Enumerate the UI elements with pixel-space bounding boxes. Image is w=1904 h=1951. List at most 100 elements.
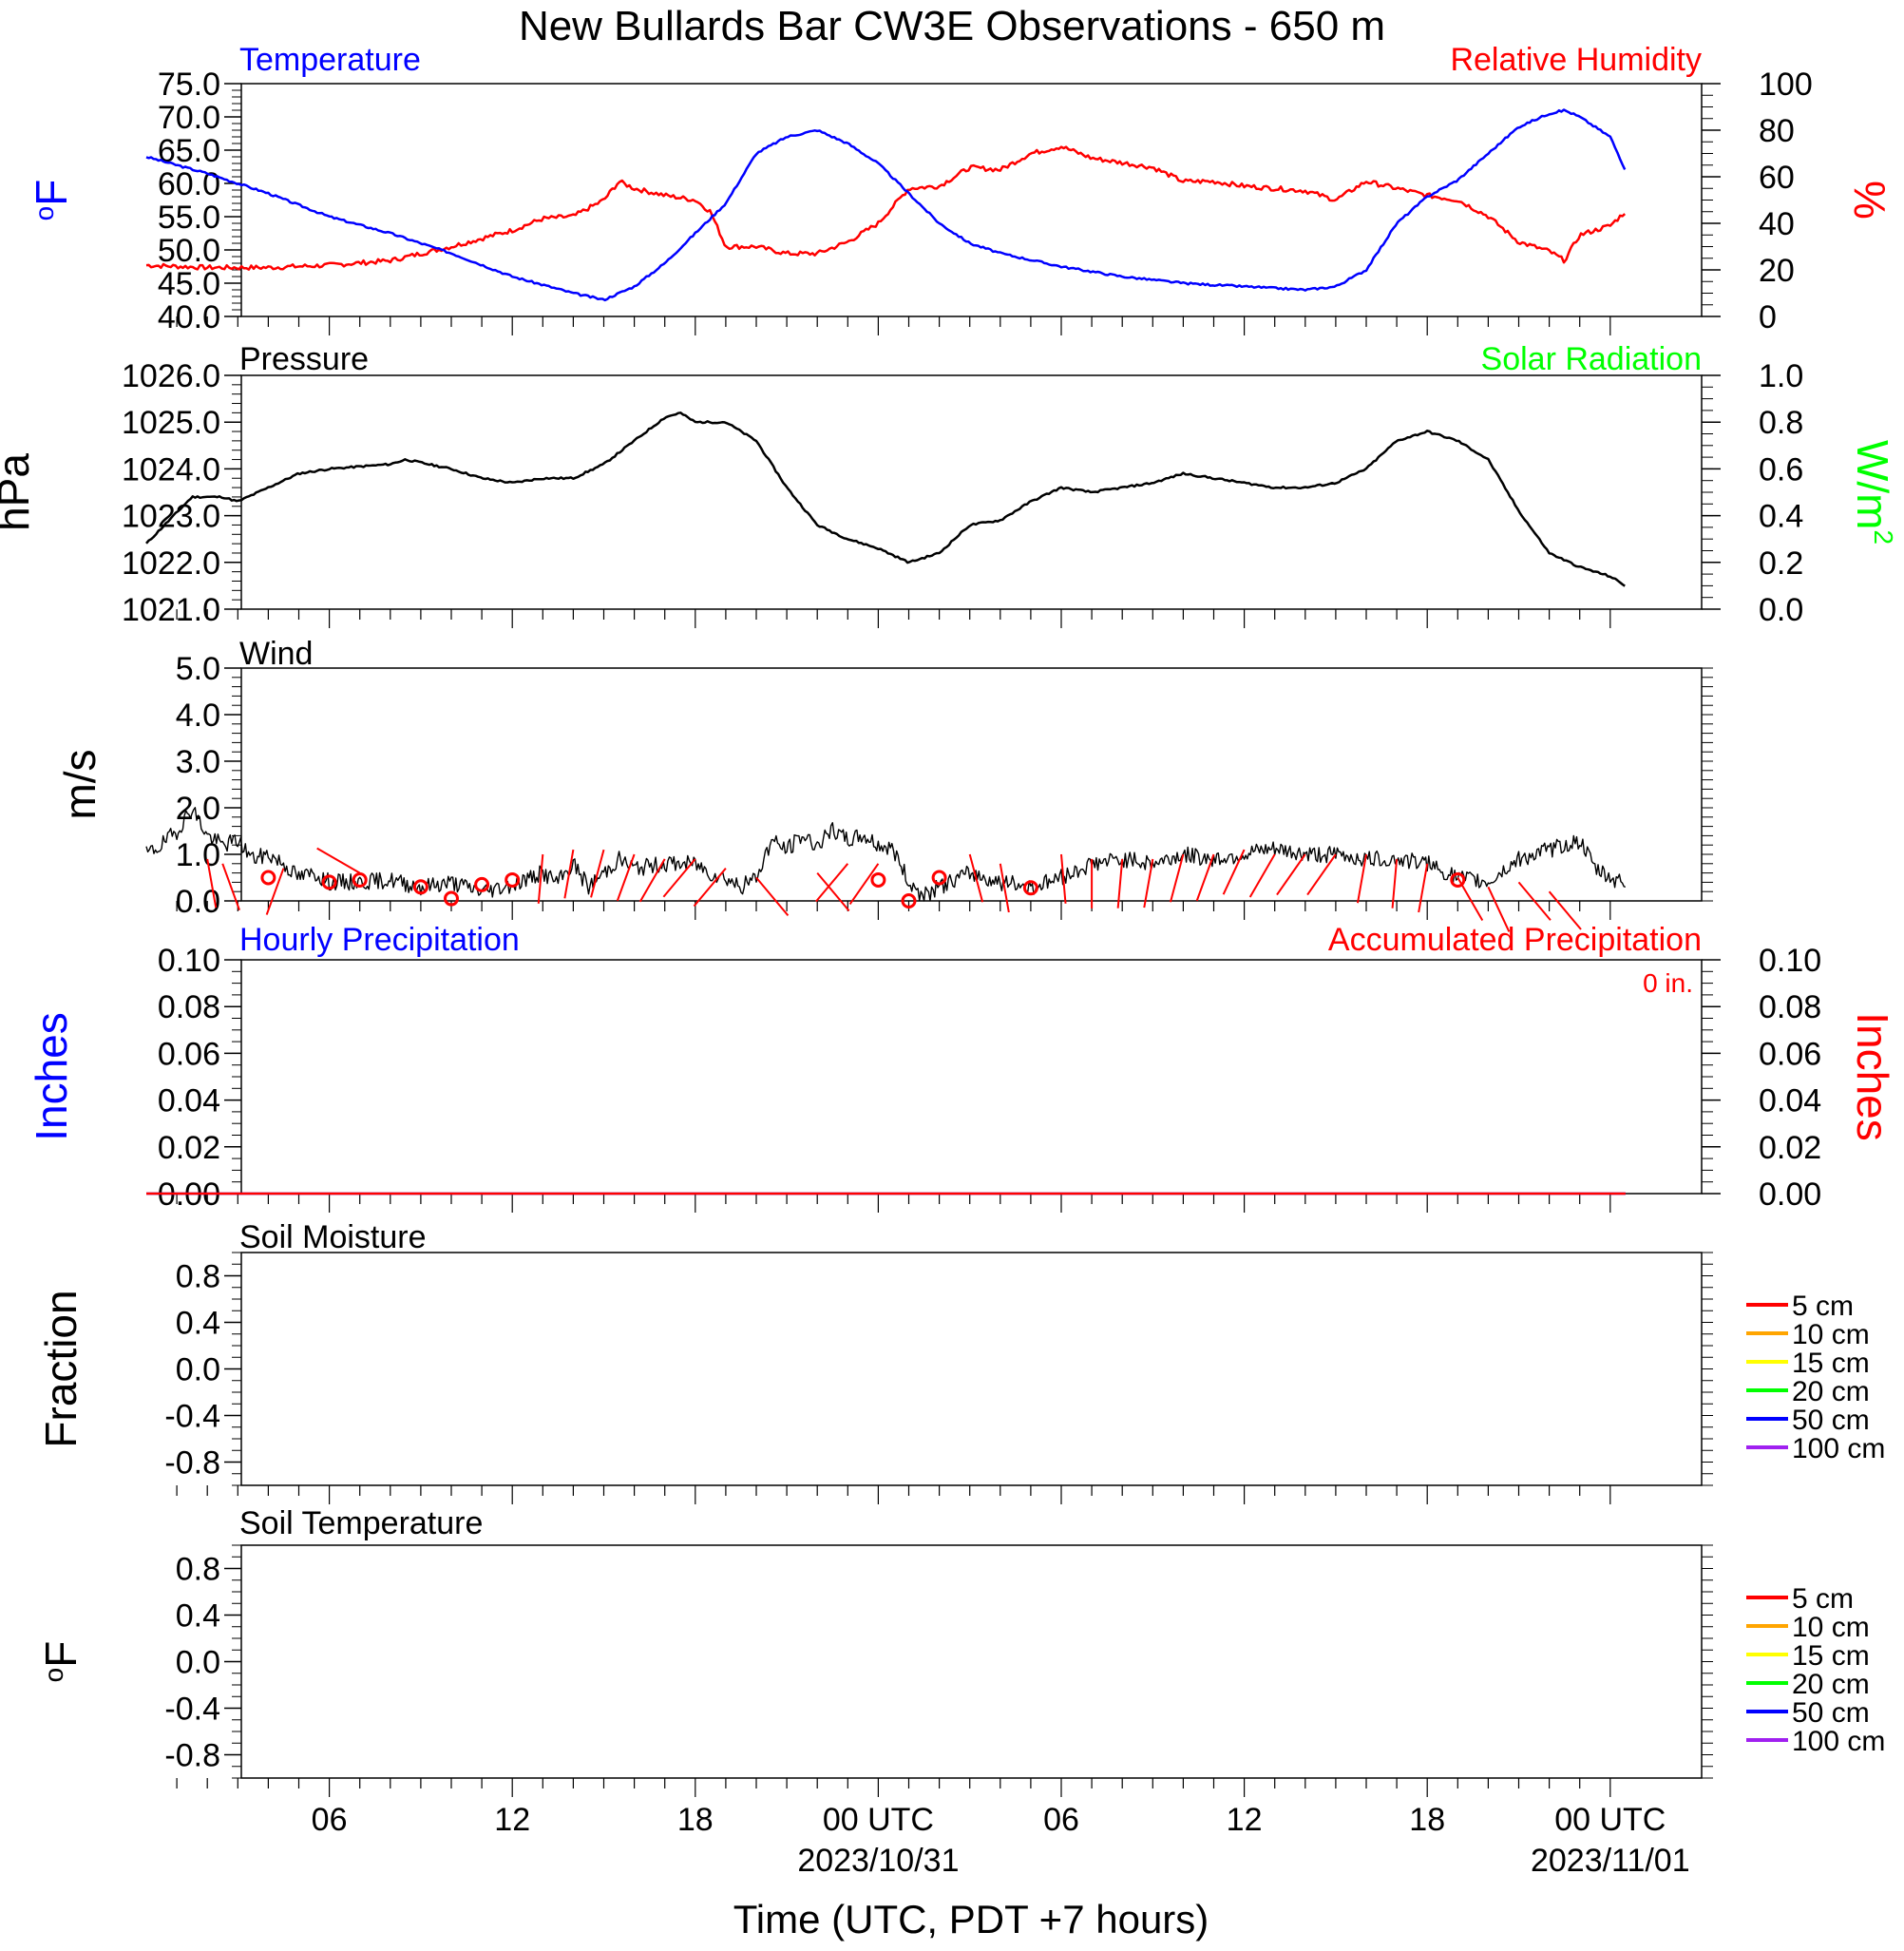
temperature-panel-title: Temperature xyxy=(239,42,421,78)
right-tick-label: 0.2 xyxy=(1759,545,1803,582)
left-unit-label: hPa xyxy=(0,453,38,531)
wind-speed-line xyxy=(145,807,1627,902)
right-tick-label: 60 xyxy=(1759,160,1795,196)
soil-temperature-title: Soil Temperature xyxy=(239,1505,483,1541)
wind-barb xyxy=(968,853,984,903)
right-tick-label: 0.0 xyxy=(1759,592,1803,628)
wind-barb xyxy=(1116,858,1124,909)
unit-letter: F xyxy=(36,1641,86,1668)
left-tick-label: 4.0 xyxy=(176,698,220,734)
x-tick-label: 12 xyxy=(1227,1802,1263,1838)
right-tick-label: 0.4 xyxy=(1759,499,1803,535)
left-tick-label: 0.0 xyxy=(176,1645,220,1681)
wind-barb xyxy=(1276,853,1306,896)
legend-label: 50 cm xyxy=(1792,1697,1870,1729)
x-tick-label: 18 xyxy=(1409,1802,1445,1838)
calm-wind-circle xyxy=(474,876,490,892)
right-unit-label: W/m2 xyxy=(1848,440,1898,545)
legend-label: 50 cm xyxy=(1792,1405,1870,1436)
right-tick-label: 0 xyxy=(1759,299,1777,335)
left-tick-label: 75.0 xyxy=(158,67,220,103)
calm-wind-circle xyxy=(1022,880,1038,896)
wind-barb xyxy=(316,847,361,874)
left-unit-label: Fraction xyxy=(36,1290,86,1447)
wind-barb xyxy=(693,868,727,908)
plot-frame xyxy=(240,1544,1703,1779)
humidity-panel-title: Relative Humidity xyxy=(1450,42,1702,78)
left-tick-label: 70.0 xyxy=(158,100,220,136)
pressure-solar-panel: Pressure Solar Radiation 1021.0 1022.0 102… xyxy=(0,341,1898,628)
right-tick-label: 0.10 xyxy=(1759,943,1821,979)
solar-panel-title: Solar Radiation xyxy=(1481,341,1702,377)
unit-letter: F xyxy=(27,180,76,206)
left-tick-label: 0.02 xyxy=(158,1130,220,1166)
left-tick-label: 0.4 xyxy=(176,1598,220,1635)
wind-barb xyxy=(662,858,696,898)
right-tick-label: 1.0 xyxy=(1759,358,1803,394)
soil-moisture-panel: Soil Moisture -0.8 -0.4 0.0 0.4 0.8 Fraction 5… xyxy=(36,1219,1885,1504)
relative-humidity-line xyxy=(145,145,1627,271)
left-tick-label: -0.8 xyxy=(164,1738,220,1774)
left-tick-label: 0.0 xyxy=(176,884,220,920)
calm-wind-circle xyxy=(870,871,886,888)
pressure-panel-title: Pressure xyxy=(239,341,369,377)
wind-barb xyxy=(1356,853,1367,904)
calm-wind-circle xyxy=(931,870,947,886)
wind-barb xyxy=(1169,853,1185,903)
wind-barb xyxy=(1418,863,1429,913)
left-tick-label: 40.0 xyxy=(158,299,220,335)
x-date-label: 2023/11/01 xyxy=(1531,1843,1690,1879)
left-unit-label: Inches xyxy=(27,1012,76,1141)
wind-barb xyxy=(563,849,575,899)
calm-wind-circle xyxy=(505,871,521,888)
wind-barb xyxy=(1248,853,1276,898)
soil-temperature-panel: Soil Temperature -0.8 -0.4 0.0 0.4 0.8 oF 5 cm… xyxy=(36,1505,1885,1797)
plot-frame xyxy=(240,83,1703,317)
wind-barb xyxy=(999,863,1010,913)
degree-sup: o xyxy=(39,1668,68,1683)
wind-barb xyxy=(1143,858,1154,909)
x-date-label: 2023/10/31 xyxy=(797,1843,959,1879)
wind-barb xyxy=(1487,886,1511,932)
legend-label: 10 cm xyxy=(1792,1612,1870,1643)
left-unit-label: oF xyxy=(36,1641,86,1683)
legend-label: 5 cm xyxy=(1792,1583,1854,1615)
calm-wind-circle xyxy=(352,871,368,888)
right-tick-label: 0.6 xyxy=(1759,451,1803,488)
x-tick-label: 00 UTC xyxy=(823,1802,934,1838)
wind-barb xyxy=(1195,853,1215,902)
x-tick-label: 12 xyxy=(494,1802,530,1838)
left-tick-label: 1022.0 xyxy=(122,545,220,582)
temperature-line xyxy=(145,108,1627,302)
left-tick-label: 0.8 xyxy=(176,1259,220,1295)
precipitation-panel: Hourly Precipitation Accumulated Precipi… xyxy=(27,922,1897,1213)
left-tick-label: 0.0 xyxy=(176,1352,220,1388)
left-tick-label: 50.0 xyxy=(158,233,220,269)
unit-base: W/m xyxy=(1848,440,1897,530)
temperature-humidity-panel: Temperature Relative Humidity 40.045.050… xyxy=(27,42,1894,335)
wind-panel-title: Wind xyxy=(239,636,313,672)
left-tick-label: 1026.0 xyxy=(122,358,220,394)
wind-barb xyxy=(616,853,636,902)
wind-barb xyxy=(265,868,285,915)
left-tick-label: 1.0 xyxy=(176,837,220,873)
wind-barb xyxy=(537,853,544,904)
wind-barb xyxy=(638,858,666,903)
right-tick-label: 0.06 xyxy=(1759,1036,1821,1072)
hourly-precip-title: Hourly Precipitation xyxy=(239,922,520,958)
right-tick-label: 100 xyxy=(1759,67,1813,103)
degree-sup: o xyxy=(29,206,59,221)
wind-barb xyxy=(815,863,849,903)
right-tick-label: 40 xyxy=(1759,206,1795,242)
left-tick-label: -0.4 xyxy=(164,1399,220,1435)
wind-barb xyxy=(816,871,850,912)
pressure-line xyxy=(145,411,1626,587)
unit-exponent: 2 xyxy=(1869,529,1898,545)
left-tick-label: 0.10 xyxy=(158,943,220,979)
calm-wind-circle xyxy=(901,893,917,909)
right-tick-label: 0.02 xyxy=(1759,1130,1821,1166)
wind-barb xyxy=(1391,858,1399,909)
legend-label: 100 cm xyxy=(1792,1726,1885,1757)
right-tick-label: 20 xyxy=(1759,253,1795,289)
